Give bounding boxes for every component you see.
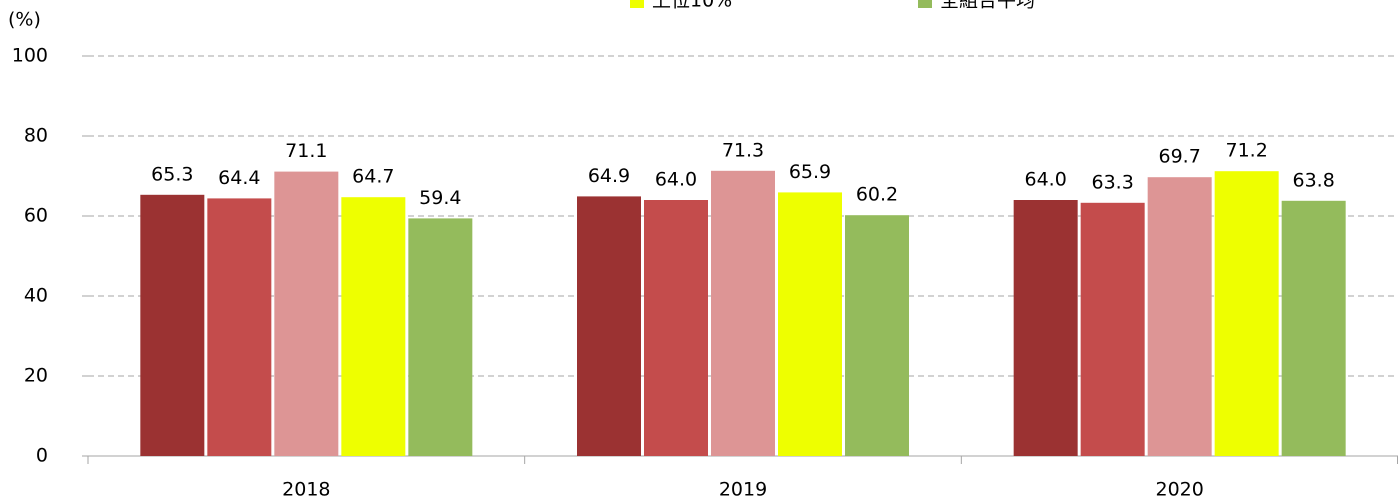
y-axis-label: (%) xyxy=(8,9,41,31)
x-tick-label: 2019 xyxy=(719,479,767,501)
legend-label: 上位10% xyxy=(652,0,732,12)
y-tick-label: 100 xyxy=(12,45,48,67)
bar xyxy=(1281,200,1346,456)
x-tick-label: 2018 xyxy=(282,479,330,501)
value-label: 63.8 xyxy=(1293,169,1335,191)
bar xyxy=(274,171,339,456)
bar xyxy=(408,218,473,456)
bar xyxy=(207,198,272,456)
bar xyxy=(845,215,909,456)
bar xyxy=(644,200,708,456)
value-label: 71.3 xyxy=(722,139,764,161)
legend-swatch xyxy=(630,0,644,8)
value-label: 65.9 xyxy=(789,161,831,183)
value-label: 64.0 xyxy=(655,169,697,191)
legend-swatch xyxy=(918,0,932,8)
legend-label: 全組合平均 xyxy=(940,0,1035,12)
bar xyxy=(778,192,842,456)
bar xyxy=(1214,171,1279,456)
y-tick-label: 0 xyxy=(36,445,48,467)
y-tick-label: 60 xyxy=(24,205,48,227)
value-label: 64.0 xyxy=(1025,169,1067,191)
value-label: 60.2 xyxy=(856,184,898,206)
value-label: 64.4 xyxy=(218,167,260,189)
value-label: 64.7 xyxy=(352,166,394,188)
bar xyxy=(1147,177,1212,456)
x-tick-label: 2020 xyxy=(1155,479,1203,501)
bar xyxy=(1080,202,1145,456)
y-tick-label: 20 xyxy=(24,365,48,387)
bar xyxy=(341,197,406,456)
bar xyxy=(711,170,775,457)
value-label: 63.3 xyxy=(1092,171,1134,193)
bar xyxy=(577,196,641,456)
value-label: 71.1 xyxy=(285,140,327,162)
value-label: 59.4 xyxy=(419,187,461,209)
value-label: 71.2 xyxy=(1226,140,1268,162)
value-label: 65.3 xyxy=(151,163,193,185)
bar xyxy=(1013,200,1078,456)
value-label: 64.9 xyxy=(588,165,630,187)
y-tick-label: 40 xyxy=(24,285,48,307)
bar xyxy=(140,194,205,457)
y-tick-label: 80 xyxy=(24,125,48,147)
value-label: 69.7 xyxy=(1159,146,1201,168)
